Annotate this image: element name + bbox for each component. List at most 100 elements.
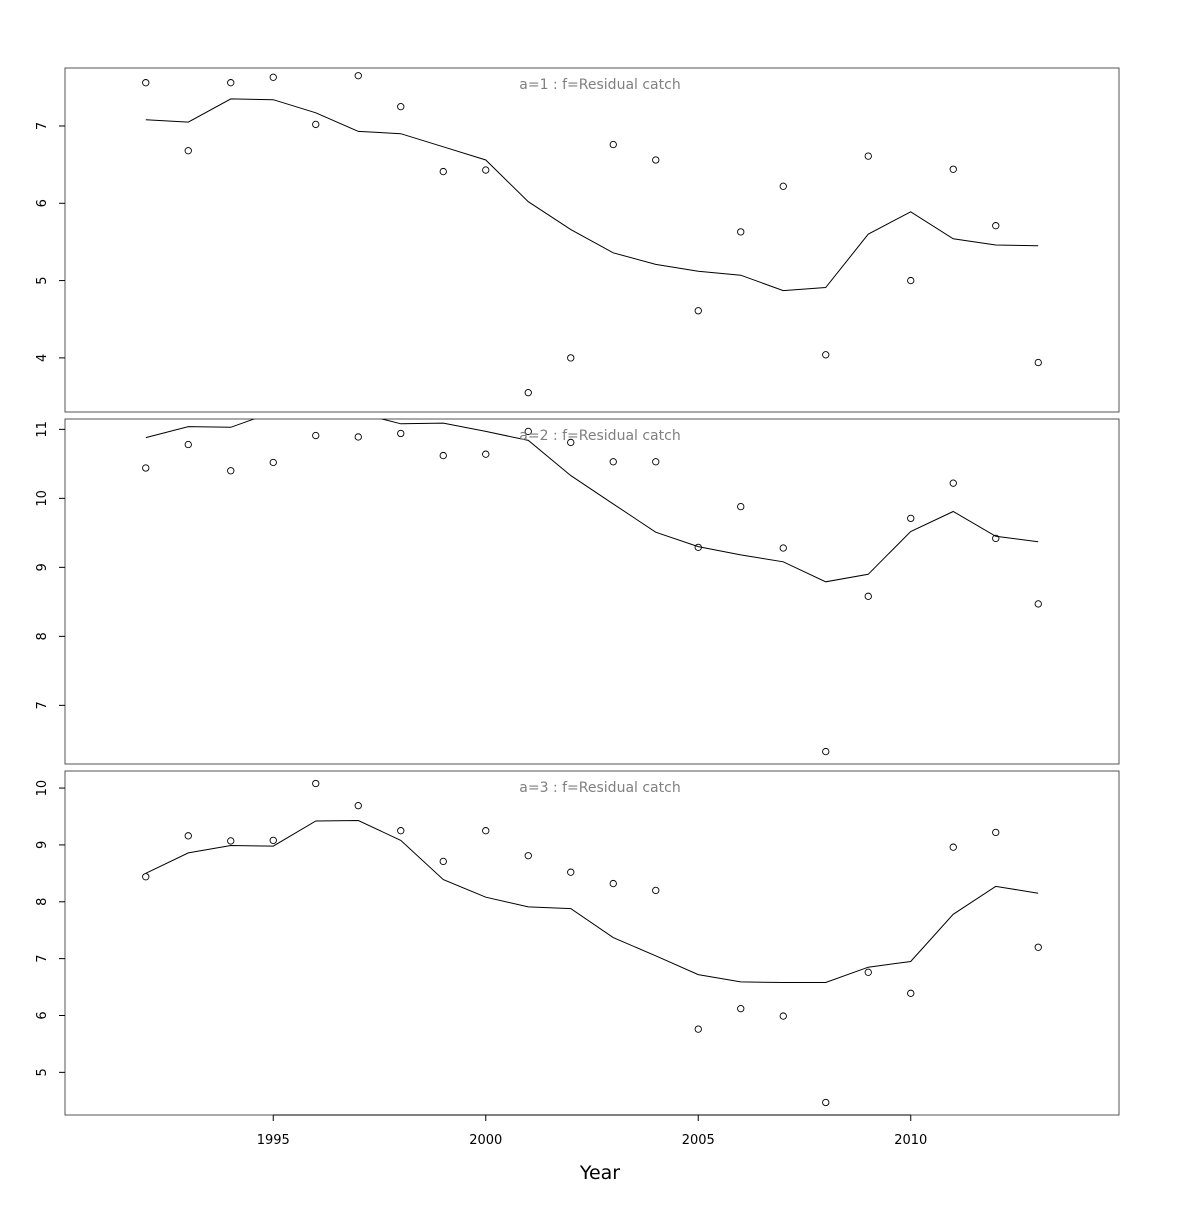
y-tick-label: 9 [35,563,50,571]
data-point [779,544,787,552]
data-point [439,451,447,460]
data-point [312,120,320,129]
data-point [822,1098,830,1107]
data-point [354,802,362,810]
fitted-line [145,819,1039,983]
plot-area [142,419,1042,756]
data-point [652,458,660,466]
panel-frame [64,67,1120,413]
data-point [482,450,490,458]
y-tick-label: 9 [35,841,50,849]
data-point [184,440,192,449]
data-point [652,156,660,164]
panel-title: a=2 : f=Residual catch [519,428,680,444]
y-tick-label: 5 [35,1068,50,1076]
data-point [737,1005,745,1013]
data-point [992,828,1000,837]
data-point [142,79,150,87]
data-point [992,222,1000,230]
data-point [184,832,192,840]
x-tick-label: 1995 [257,1133,290,1148]
x-tick-label: 2000 [469,1133,502,1148]
data-point [567,354,575,362]
data-point [907,989,915,997]
data-point [227,837,235,845]
plot-area [142,72,1042,397]
y-tick-label: 6 [35,1011,50,1019]
data-point [992,534,1000,543]
data-point [609,140,617,149]
data-point [227,467,235,475]
data-point [737,228,745,236]
y-tick-label: 7 [35,701,50,709]
panel-3: 5 6 7 8 9 10 a=3 : f=Residual catch [35,770,1120,1116]
data-point [269,836,277,845]
data-point [482,827,490,835]
panel-title: a=1 : f=Residual catch [519,77,680,93]
data-point [822,351,830,359]
data-point [312,779,320,788]
data-point [269,73,277,81]
data-point [779,1012,787,1020]
y-tick-label: 5 [35,276,50,284]
data-point [354,72,362,80]
data-point [864,968,872,976]
data-point [184,147,192,155]
x-tick-label: 2005 [682,1133,715,1148]
data-point [482,166,490,174]
panel-1: 4 5 6 7 a=1 : f=Residual catch [35,67,1120,413]
data-point [949,479,957,487]
data-point [524,427,532,436]
data-point [312,431,320,440]
data-point [822,747,830,756]
y-tick-label: 8 [35,632,50,640]
data-point [524,389,532,397]
data-point [567,868,575,876]
panel-title: a=3 : f=Residual catch [519,780,680,796]
panel-frame [64,418,1120,765]
data-point [567,438,575,447]
data-point [1034,358,1042,367]
y-tick-label: 4 [35,354,50,362]
data-point [269,458,277,467]
data-point [609,458,617,466]
data-point [439,167,447,176]
data-point [907,514,915,523]
data-point [524,852,532,860]
data-point [864,592,872,600]
y-tick-label: 11 [35,421,50,438]
data-point [1034,943,1042,951]
y-tick-label: 10 [35,490,50,507]
data-point [949,165,957,173]
y-tick-label: 7 [35,954,50,962]
y-tick-label: 10 [35,780,50,797]
data-point [694,307,702,315]
data-point [142,464,150,472]
y-tick-label: 6 [35,199,50,207]
fitted-line [145,419,1039,583]
data-point [439,857,447,866]
data-point [609,879,617,888]
data-point [397,103,405,111]
data-point [142,873,150,881]
panel-frame [64,770,1120,1116]
plot-area [142,779,1042,1107]
data-point [864,152,872,160]
panel-2: 7 8 9 10 11 a=2 : f=Residual catch [35,418,1120,765]
x-tick-label: 2010 [894,1133,927,1148]
data-point [354,433,362,441]
data-point [227,79,235,87]
x-axis: 1995 2000 2005 2010 [257,1114,927,1148]
data-point [949,843,957,851]
data-point [907,276,915,285]
fitted-line [145,98,1039,292]
x-axis-label: Year [579,1162,620,1184]
data-point [397,429,405,438]
y-tick-label: 8 [35,898,50,906]
data-point [779,182,787,190]
data-point [694,1025,702,1033]
data-point [397,827,405,835]
data-point [737,502,745,511]
data-point [652,886,660,895]
